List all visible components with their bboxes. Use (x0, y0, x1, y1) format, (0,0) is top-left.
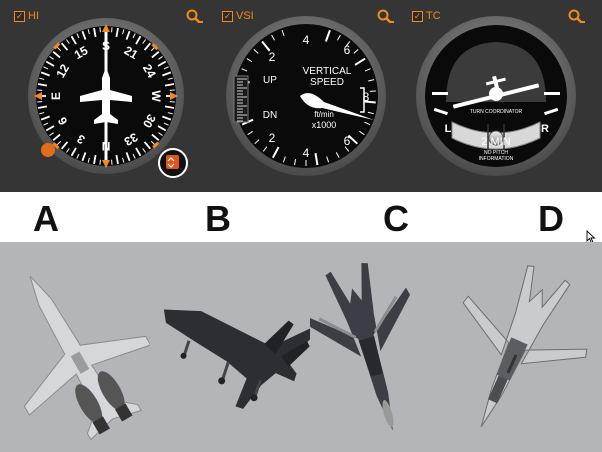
tc-note-1: NO PITCH (484, 150, 508, 156)
heading-tick-label: 33 (121, 130, 140, 149)
jet-b-image[interactable] (150, 282, 310, 422)
jet-a-image[interactable] (0, 254, 150, 452)
heading-tick-label: 24 (140, 62, 159, 81)
tc-left-label: L (445, 123, 452, 135)
vsi-units-1: ft/min (314, 110, 334, 119)
vsi-units-2: x1000 (312, 120, 337, 130)
aircraft-photos (0, 242, 602, 452)
vsi-up-label: UP (263, 75, 277, 86)
vsi-zoom-icon[interactable] (377, 9, 395, 25)
heading-tick-label: 30 (140, 112, 159, 131)
vsi-checkbox[interactable]: ✓ (222, 10, 233, 22)
vsi-lower-4: 4 (303, 146, 310, 160)
turn-airplane-icon (452, 75, 540, 109)
tc-time-label: 2 MIN (481, 136, 510, 148)
heading-indicator: S2124W3033N36E1215 (28, 18, 184, 174)
heading-knob-icon[interactable] (158, 148, 188, 178)
option-b-label: B (205, 198, 231, 239)
jet-d-image[interactable] (440, 256, 590, 446)
heading-tick-label: E (49, 92, 63, 100)
vsi-upper-4: 4 (303, 33, 310, 47)
tc-zoom-icon[interactable] (568, 9, 586, 25)
vsi-dn-label: DN (263, 110, 277, 121)
vsi-lower-2: 2 (269, 131, 276, 145)
option-a-label: A (33, 198, 59, 239)
option-letters-row: A B C D (0, 192, 602, 242)
vsi-toggle[interactable]: ✓ VSI (222, 10, 254, 22)
aircraft-symbol-icon (80, 67, 132, 124)
tc-checkbox[interactable]: ✓ (412, 10, 423, 22)
jet-c-image[interactable] (310, 256, 430, 446)
hi-toggle[interactable]: ✓ HI (14, 10, 39, 22)
vsi-side-8: 8 (363, 90, 370, 104)
vsi-needle (300, 93, 374, 120)
heading-tick-label: W (149, 90, 163, 102)
heading-tick-label: 15 (72, 43, 91, 62)
tc-toggle[interactable]: ✓ TC (412, 10, 441, 22)
vsi-upper-6: 6 (344, 43, 351, 57)
option-c-label: C (383, 198, 409, 239)
vsi-title-1: VERTICAL (303, 66, 352, 77)
instrument-panel: ✓ HI ✓ VSI ✓ TC S2124W3033 (0, 0, 602, 192)
hi-checkbox[interactable]: ✓ (14, 10, 25, 22)
turn-coordinator: TURN COORDINATOR L R 2 MIN NO PITCH INFO… (416, 16, 576, 176)
vsi-upper-2: 2 (269, 50, 276, 64)
heading-tick-label: 21 (122, 43, 141, 62)
tc-label: TC (426, 10, 441, 22)
vertical-speed-indicator: 2 4 6 2 4 6 8 UP DN VERTICAL SPEED ft/mi… (226, 16, 386, 176)
hi-label: HI (28, 10, 39, 22)
option-d-label: D (538, 198, 564, 239)
vsi-label: VSI (236, 10, 254, 22)
heading-tick-label: 12 (53, 61, 72, 80)
tc-note-2: INFORMATION (479, 156, 514, 162)
vsi-title-2: SPEED (310, 77, 344, 88)
tc-right-label: R (541, 123, 549, 135)
vsi-lower-6: 6 (344, 134, 351, 148)
hi-zoom-icon[interactable] (186, 9, 204, 25)
tc-title: TURN COORDINATOR (470, 109, 523, 115)
